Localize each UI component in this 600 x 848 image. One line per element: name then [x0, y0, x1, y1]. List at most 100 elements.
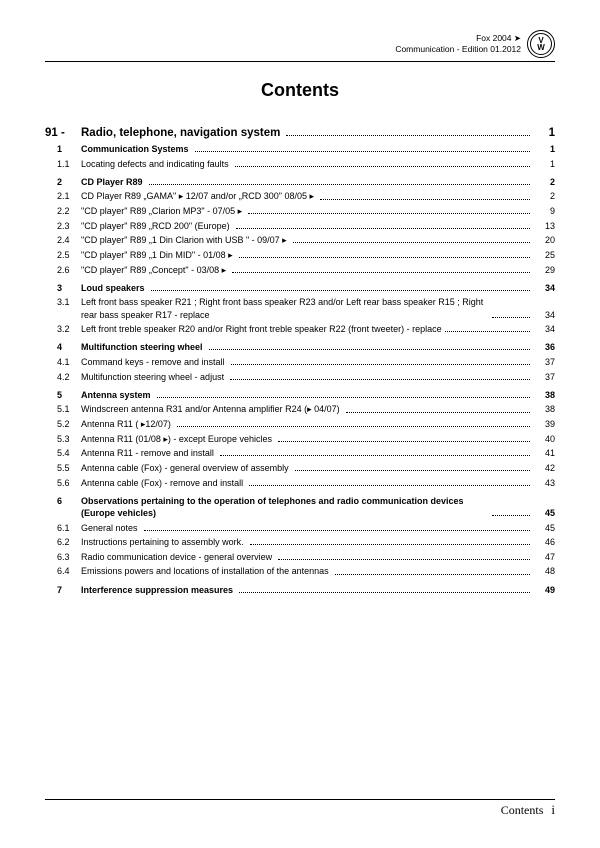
toc-entry: 4.2 Multifunction steering wheel - adjus…: [45, 371, 555, 383]
toc-page: 34: [533, 309, 555, 321]
toc-num: 4: [45, 341, 81, 353]
toc-dots: [250, 544, 530, 545]
toc-page: 38: [533, 389, 555, 401]
toc-entry: 2.2 "CD player" R89 „Clarion MP3" - 07/0…: [45, 205, 555, 217]
toc-num: 6.3: [45, 551, 81, 563]
toc-entry: 2.1 CD Player R89 „GAMA" ▸ 12/07 and/or …: [45, 190, 555, 202]
toc-label: "CD player" R89 „1 Din MID" - 01/08 ▸: [81, 249, 236, 261]
toc-label: Antenna cable (Fox) - remove and install: [81, 477, 246, 489]
toc-num: 6.4: [45, 565, 81, 577]
toc-label: Antenna R11 ( ▸12/07): [81, 418, 174, 430]
vw-logo-inner: VW: [530, 33, 552, 55]
toc-page: 46: [533, 536, 555, 548]
toc-num: 5.2: [45, 418, 81, 430]
toc-label: "CD player" R89 „Clarion MP3" - 07/05 ▸: [81, 205, 245, 217]
toc-dots: [320, 199, 530, 200]
toc-label: Instructions pertaining to assembly work…: [81, 536, 247, 548]
toc-dots: [239, 592, 530, 593]
toc-num: 4.1: [45, 356, 81, 368]
toc-page: 13: [533, 220, 555, 232]
toc-label: Loud speakers: [81, 282, 148, 294]
toc-page: 1: [533, 158, 555, 170]
toc-label: Multifunction steering wheel: [81, 341, 206, 353]
toc-entry: 5.4 Antenna R11 - remove and install 41: [45, 447, 555, 459]
toc-page: 37: [533, 371, 555, 383]
toc-dots: [293, 242, 530, 243]
toc-dots: [235, 166, 530, 167]
toc-dots: [295, 470, 530, 471]
toc-num: 2: [45, 176, 81, 188]
toc-label: Emissions powers and locations of instal…: [81, 565, 332, 577]
toc-dots: [286, 135, 530, 136]
toc-num: 6.2: [45, 536, 81, 548]
toc-entry: 2.6 "CD player" R89 „Concept" - 03/08 ▸ …: [45, 264, 555, 276]
toc-entry: 6.2 Instructions pertaining to assembly …: [45, 536, 555, 548]
toc-label: General notes: [81, 522, 141, 534]
toc-page: 49: [533, 584, 555, 596]
toc-entry: 6.3 Radio communication device - general…: [45, 551, 555, 563]
toc-entry: 5.3 Antenna R11 (01/08 ▸) - except Europ…: [45, 433, 555, 445]
toc-num: 1.1: [45, 158, 81, 170]
toc-num: 5.3: [45, 433, 81, 445]
toc-page: 2: [533, 176, 555, 188]
toc-label: "CD player" R89 „RCD 200" (Europe): [81, 220, 233, 232]
toc-page: 34: [533, 323, 555, 335]
toc-dots: [177, 426, 530, 427]
toc-entry: 3 Loud speakers 34: [45, 282, 555, 294]
toc-entry: 1.1 Locating defects and indicating faul…: [45, 158, 555, 170]
toc-dots: [144, 530, 530, 531]
toc-dots: [492, 317, 530, 318]
toc-page: 42: [533, 462, 555, 474]
toc-num: 6: [45, 495, 81, 507]
toc-dots: [239, 257, 530, 258]
toc-num: 4.2: [45, 371, 81, 383]
toc-label: "CD player" R89 „1 Din Clarion with USB …: [81, 234, 290, 246]
toc-dots: [231, 364, 530, 365]
toc-num: 7: [45, 584, 81, 596]
chapter-label: Radio, telephone, navigation system: [81, 127, 283, 139]
toc-dots: [195, 151, 530, 152]
toc-page: 34: [533, 282, 555, 294]
toc-dots: [492, 515, 530, 516]
chapter-num: 91 -: [45, 127, 81, 139]
vw-logo: VW: [527, 30, 555, 58]
toc-entry: 6 Observations pertaining to the operati…: [45, 495, 555, 519]
toc-label: Observations pertaining to the operation…: [81, 495, 489, 519]
toc-entry: 2.3 "CD player" R89 „RCD 200" (Europe) 1…: [45, 220, 555, 232]
toc-label: Antenna R11 - remove and install: [81, 447, 217, 459]
toc-label: Radio communication device - general ove…: [81, 551, 275, 563]
toc-entry: 6.4 Emissions powers and locations of in…: [45, 565, 555, 577]
page-footer: Contents i: [45, 799, 555, 818]
toc-label: Windscreen antenna R31 and/or Antenna am…: [81, 403, 343, 415]
footer-page-num: i: [551, 802, 555, 818]
contents-title: Contents: [45, 80, 555, 101]
toc-num: 5.6: [45, 477, 81, 489]
toc-page: 36: [533, 341, 555, 353]
toc-label: Antenna system: [81, 389, 154, 401]
toc-entry: 2 CD Player R89 2: [45, 176, 555, 188]
toc-page: 37: [533, 356, 555, 368]
toc-page: 2: [533, 190, 555, 202]
toc-label: "CD player" R89 „Concept" - 03/08 ▸: [81, 264, 229, 276]
toc-page: 29: [533, 264, 555, 276]
toc-entry: 6.1 General notes 45: [45, 522, 555, 534]
toc-label: CD Player R89: [81, 176, 146, 188]
toc-entry: 3.2 Left front treble speaker R20 and/or…: [45, 323, 555, 335]
header-model: Fox 2004 ➤: [395, 33, 521, 44]
toc-num: 5: [45, 389, 81, 401]
toc-page: 48: [533, 565, 555, 577]
toc-num: 2.3: [45, 220, 81, 232]
toc-entry: 5.5 Antenna cable (Fox) - general overvi…: [45, 462, 555, 474]
toc-label: Locating defects and indicating faults: [81, 158, 232, 170]
chapter-heading: 91 - Radio, telephone, navigation system…: [45, 127, 555, 139]
page-header: Fox 2004 ➤ Communication - Edition 01.20…: [45, 30, 555, 62]
toc-page: 20: [533, 234, 555, 246]
toc-entry: 3.1 Left front bass speaker R21 ; Right …: [45, 296, 555, 320]
toc-dots: [445, 331, 530, 332]
toc-label: CD Player R89 „GAMA" ▸ 12/07 and/or „RCD…: [81, 190, 317, 202]
toc-dots: [149, 184, 530, 185]
toc-label: Multifunction steering wheel - adjust: [81, 371, 227, 383]
toc-entry: 5.2 Antenna R11 ( ▸12/07) 39: [45, 418, 555, 430]
toc-page: 25: [533, 249, 555, 261]
toc-dots: [220, 455, 530, 456]
